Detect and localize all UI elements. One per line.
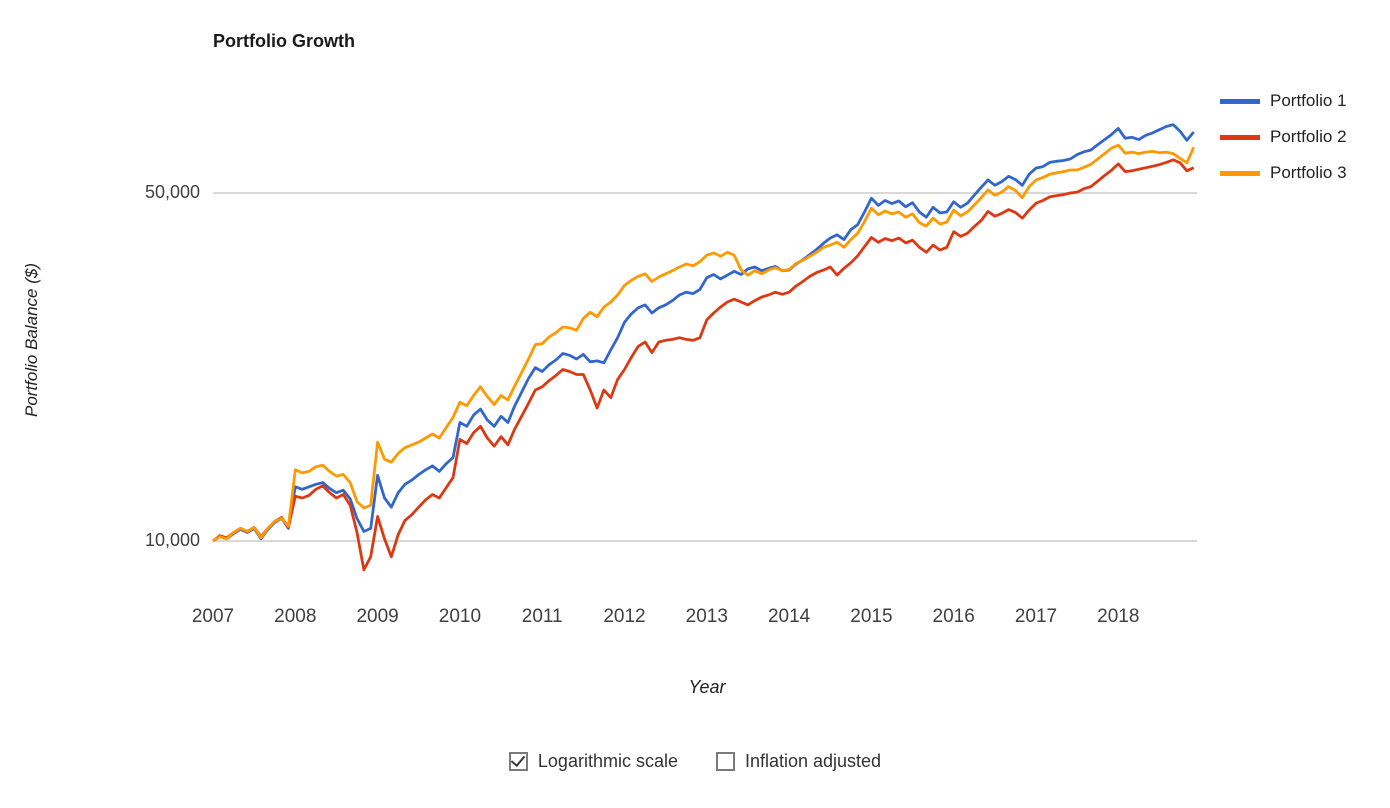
x-tick-label: 2014 — [767, 606, 811, 627]
x-tick-label: 2007 — [191, 606, 235, 627]
checkbox-unchecked-icon[interactable] — [715, 752, 735, 771]
series-line-portfolio-2 — [212, 158, 1195, 572]
logarithmic-scale-label: Logarithmic scale — [537, 751, 678, 771]
x-tick-label: 2011 — [521, 606, 563, 627]
x-tick-label: 2008 — [274, 606, 317, 627]
inflation-adjusted-checkbox[interactable]: Inflation adjusted — [715, 751, 882, 772]
x-tick-label: 2009 — [356, 606, 399, 627]
chart-controls: Logarithmic scale Inflation adjusted — [0, 751, 1390, 772]
legend-label: Portfolio 3 — [1270, 163, 1347, 182]
legend-label: Portfolio 2 — [1270, 127, 1347, 146]
y-tick-label: 50,000 — [144, 181, 200, 202]
legend-item-portfolio-1: Portfolio 1 — [1220, 89, 1347, 113]
x-tick-label: 2013 — [685, 606, 728, 627]
legend-swatch-icon — [1220, 170, 1260, 176]
logarithmic-scale-checkbox[interactable]: Logarithmic scale — [508, 751, 678, 772]
series-line-portfolio-1 — [212, 123, 1195, 543]
x-axis-title: Year — [688, 677, 726, 697]
legend-item-portfolio-3: Portfolio 3 — [1220, 161, 1347, 185]
legend-item-portfolio-2: Portfolio 2 — [1220, 125, 1347, 149]
y-tick-label: 10,000 — [144, 530, 200, 550]
x-tick-label: 2018 — [1097, 606, 1140, 627]
legend: Portfolio 1 Portfolio 2 Portfolio 3 — [1220, 89, 1347, 197]
series-line-portfolio-3 — [212, 143, 1195, 543]
x-tick-label: 2010 — [438, 606, 482, 627]
chart-title: Portfolio Growth — [213, 31, 355, 51]
legend-label: Portfolio 1 — [1270, 91, 1347, 110]
checkbox-checked-icon[interactable] — [508, 752, 528, 771]
x-tick-label: 2016 — [932, 606, 975, 627]
inflation-adjusted-label: Inflation adjusted — [744, 751, 882, 771]
legend-swatch-icon — [1220, 134, 1260, 140]
legend-swatch-icon — [1220, 98, 1260, 104]
x-tick-label: 2017 — [1014, 606, 1058, 627]
x-tick-label: 2012 — [603, 606, 646, 627]
x-tick-label: 2015 — [850, 606, 893, 627]
